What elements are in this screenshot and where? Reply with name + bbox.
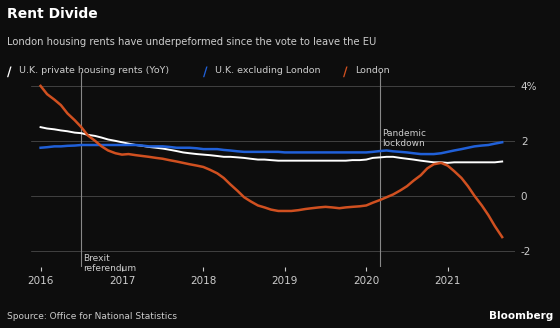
Text: Bloomberg: Bloomberg (489, 311, 553, 321)
Text: ∕: ∕ (343, 66, 347, 79)
Text: London housing rents have underpeformed since the vote to leave the EU: London housing rents have underpeformed … (7, 37, 376, 47)
Text: U.K. excluding London: U.K. excluding London (215, 66, 320, 74)
Text: Pandemic
lockdown: Pandemic lockdown (382, 129, 426, 148)
Text: Brexit
referendum: Brexit referendum (83, 254, 136, 273)
Text: Spource: Office for National Statistics: Spource: Office for National Statistics (7, 312, 177, 321)
Text: London: London (355, 66, 390, 74)
Text: ∕: ∕ (7, 66, 11, 79)
Text: Rent Divide: Rent Divide (7, 7, 97, 21)
Text: U.K. private housing rents (YoY): U.K. private housing rents (YoY) (19, 66, 169, 74)
Text: ∕: ∕ (203, 66, 207, 79)
